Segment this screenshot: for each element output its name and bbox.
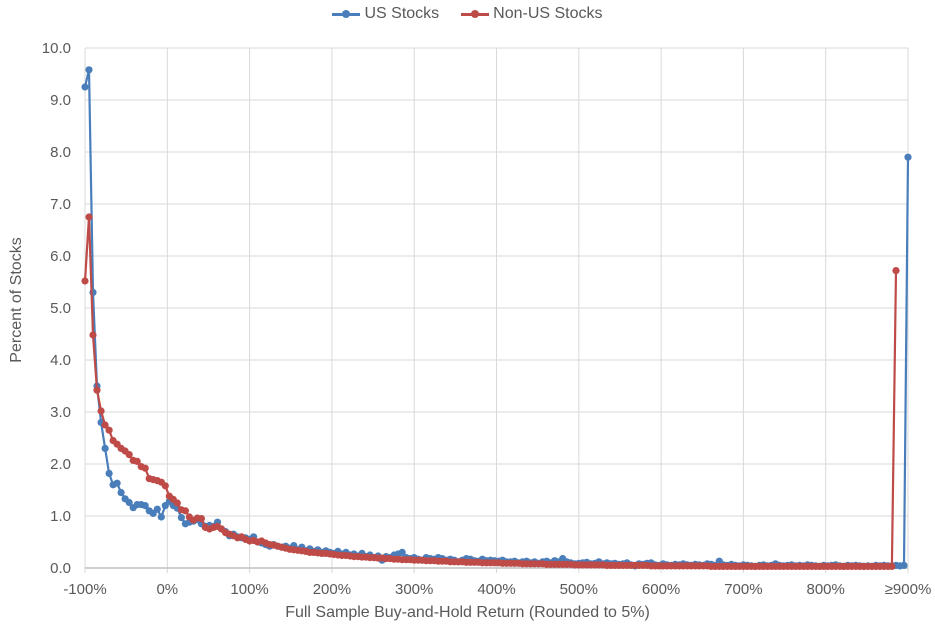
data-point[interactable] <box>85 66 93 74</box>
data-point[interactable] <box>101 421 109 429</box>
x-tick-label: 200% <box>313 581 351 598</box>
data-point[interactable] <box>398 548 406 557</box>
x-tick-label: 400% <box>477 581 515 598</box>
data-point[interactable] <box>105 469 113 477</box>
x-tick-label: ≥900% <box>885 581 932 598</box>
data-point[interactable] <box>181 507 189 515</box>
data-point[interactable] <box>900 561 908 570</box>
data-point[interactable] <box>177 514 185 522</box>
series-lines <box>81 66 912 571</box>
x-tick-label: 500% <box>560 581 598 598</box>
legend-item-us-stocks[interactable]: US Stocks <box>332 5 439 23</box>
data-point[interactable] <box>117 489 125 497</box>
y-tick-label: 0.0 <box>50 560 71 577</box>
y-tick-label: 6.0 <box>50 248 71 265</box>
data-point[interactable] <box>133 457 141 465</box>
y-tick-label: 10.0 <box>42 40 71 57</box>
line-marker-icon <box>461 7 490 21</box>
data-point[interactable] <box>81 83 89 91</box>
data-point[interactable] <box>89 331 97 339</box>
legend-label: Non-US Stocks <box>493 5 603 22</box>
data-point[interactable] <box>141 502 149 510</box>
gridlines <box>84 47 909 573</box>
data-point[interactable] <box>105 426 113 434</box>
data-point[interactable] <box>101 444 109 452</box>
x-tick-label: 700% <box>724 581 762 598</box>
y-axis-title: Percent of Stocks <box>8 237 25 363</box>
data-point[interactable] <box>157 513 165 521</box>
legend-label: US Stocks <box>364 5 440 22</box>
legend: US Stocks Non-US Stocks <box>0 5 935 23</box>
y-tick-label: 1.0 <box>50 508 71 525</box>
y-tick-label: 7.0 <box>50 196 71 213</box>
y-tick-label: 5.0 <box>50 300 71 317</box>
y-tick-label: 8.0 <box>50 144 71 161</box>
data-point[interactable] <box>125 451 133 459</box>
data-point[interactable] <box>153 505 161 513</box>
x-tick-label: 800% <box>807 581 845 598</box>
y-tick-label: 2.0 <box>50 456 71 473</box>
x-tick-label: -100% <box>63 581 106 598</box>
data-point[interactable] <box>197 515 205 523</box>
x-tick-label: 0% <box>156 581 178 598</box>
x-tick-label: 300% <box>395 581 433 598</box>
x-tick-label: 600% <box>642 581 680 598</box>
y-tick-label: 3.0 <box>50 404 71 421</box>
series-non-us-stocks <box>81 213 900 571</box>
data-point[interactable] <box>141 464 149 472</box>
data-point[interactable] <box>97 407 105 415</box>
data-point[interactable] <box>892 267 900 275</box>
data-point[interactable] <box>161 482 169 490</box>
data-point[interactable] <box>904 153 912 161</box>
data-point[interactable] <box>125 498 133 507</box>
data-point[interactable] <box>93 386 101 394</box>
data-point[interactable] <box>113 479 121 487</box>
y-axis-ticks: 0.0 1.0 2.0 3.0 4.0 5.0 6.0 7.0 8.0 9.0 10.0 <box>42 40 71 577</box>
line-marker-icon <box>332 7 361 21</box>
x-axis-title: Full Sample Buy-and-Hold Return (Rounded… <box>285 604 650 621</box>
data-point[interactable] <box>173 499 181 507</box>
legend-item-non-us-stocks[interactable]: Non-US Stocks <box>461 5 603 23</box>
data-point[interactable] <box>81 277 89 285</box>
x-axis-ticks: -100% 0% 100% 200% 300% 400% 500% 600% 700% 800% ≥… <box>63 581 931 598</box>
y-tick-label: 9.0 <box>50 92 71 109</box>
data-point[interactable] <box>888 562 896 571</box>
y-tick-label: 4.0 <box>50 352 71 369</box>
data-point[interactable] <box>85 213 93 221</box>
x-tick-label: 100% <box>230 581 268 598</box>
